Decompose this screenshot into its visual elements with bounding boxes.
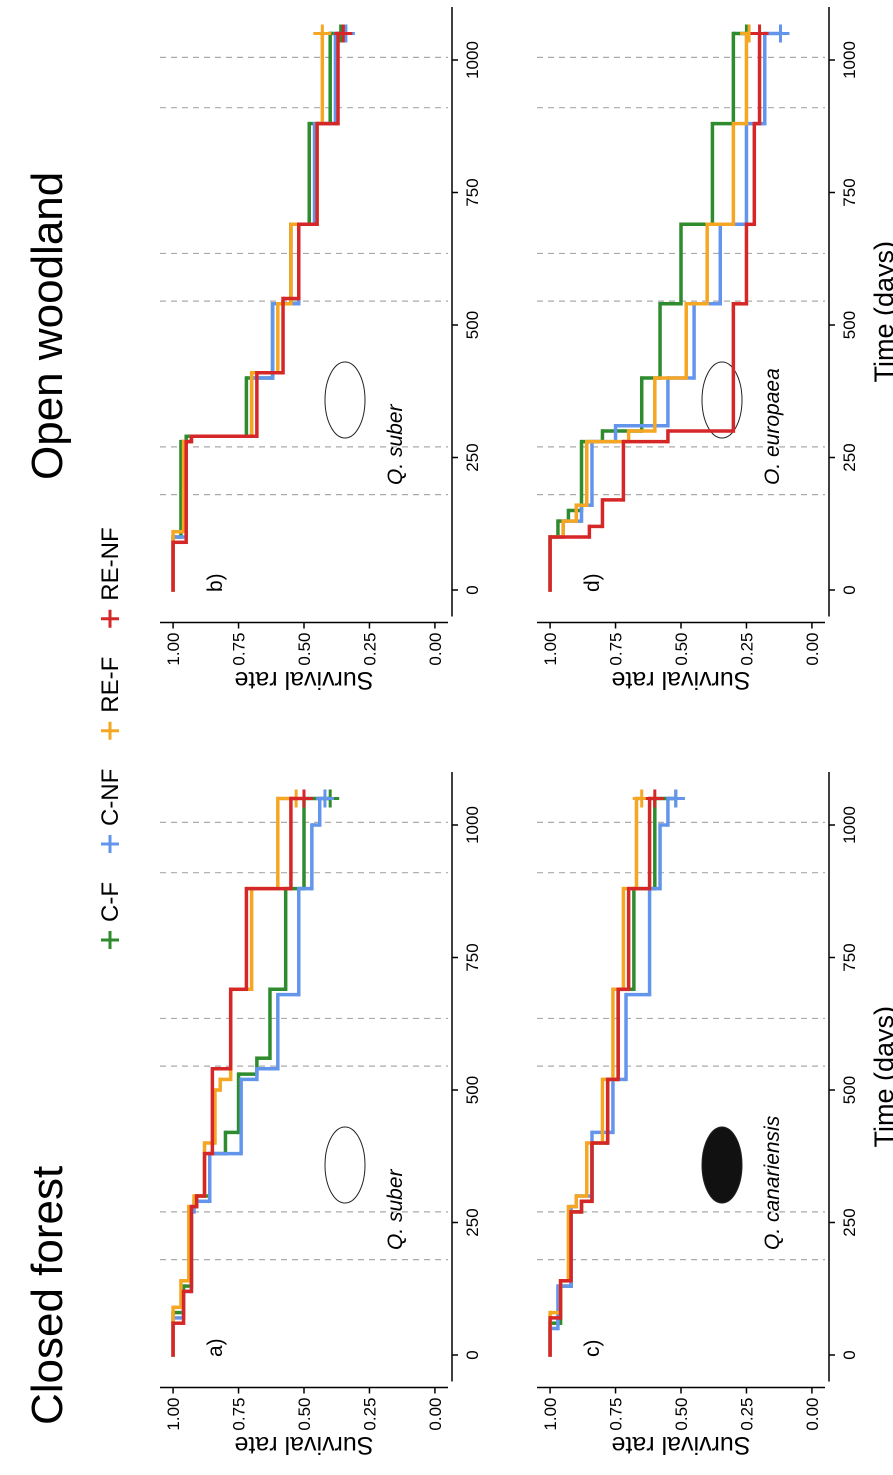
x-tick-label: 500 [840,311,859,339]
x-tick-label: 1000 [840,806,859,844]
y-tick-label: 0.50 [295,1398,314,1431]
x-tick-label: 1000 [463,41,482,79]
x-tick-label: 750 [840,943,859,971]
species-icon [324,1126,366,1204]
panel-label: d) [581,573,604,592]
x-axis-label: Time (days) [869,241,893,383]
x-tick-label: 0 [463,585,482,594]
y-tick-label: 1.00 [164,1398,183,1431]
x-tick-label: 250 [463,443,482,471]
x-axis-label: Time (days) [869,1006,893,1148]
y-axis-label: Survival rate [235,1431,374,1459]
x-tick-label: 500 [463,311,482,339]
y-tick-label: 1.00 [541,1398,560,1431]
legend-marker [101,609,119,628]
y-tick-label: 0.00 [803,633,822,666]
legend-marker [101,721,119,740]
x-tick-label: 500 [840,1076,859,1104]
censor-mark [666,789,685,808]
y-axis-label: Survival rate [612,666,751,694]
legend-label: C-NF [97,769,124,826]
panel-label: a) [204,1338,227,1357]
y-tick-label: 0.75 [607,1398,626,1431]
y-tick-label: 0.00 [426,633,445,666]
x-tick-label: 500 [463,1076,482,1104]
censor-mark [771,24,790,43]
x-tick-label: 0 [463,1350,482,1359]
column-title: Open woodland [23,172,72,480]
x-tick-label: 750 [463,943,482,971]
species-icon [324,361,366,439]
y-tick-label: 0.75 [230,1398,249,1431]
censor-mark [750,24,769,43]
y-tick-label: 0.50 [295,633,314,666]
species-label: Q. suber [384,403,407,485]
censor-mark [313,24,332,43]
censor-mark [645,789,664,808]
x-tick-label: 750 [463,178,482,206]
x-tick-label: 250 [463,1208,482,1236]
x-tick-label: 0 [840,585,859,594]
y-tick-label: 0.25 [360,633,379,666]
x-tick-label: 0 [840,1350,859,1359]
y-axis-label: Survival rate [612,1431,751,1459]
panel-label: b) [204,573,227,592]
y-tick-label: 0.00 [426,1398,445,1431]
y-tick-label: 0.50 [672,633,691,666]
x-tick-label: 250 [840,443,859,471]
legend-label: RE-NF [97,527,124,600]
y-tick-label: 1.00 [541,633,560,666]
legend-label: C-F [97,882,124,922]
legend-marker [101,835,119,854]
x-tick-label: 1000 [463,806,482,844]
legend-marker [101,931,119,949]
y-tick-label: 0.75 [607,633,626,666]
censor-mark [295,789,313,808]
column-title: Closed forest [23,1166,72,1425]
y-tick-label: 0.25 [360,1398,379,1431]
y-tick-label: 0.00 [803,1398,822,1431]
y-tick-label: 1.00 [164,633,183,666]
rotated-frame: Closed forest Open woodland C-F C-NF RE-F RE-… [23,7,893,1459]
y-tick-label: 0.25 [737,633,756,666]
species-label: Q. canariensis [761,1115,784,1250]
legend-label: RE-F [97,657,124,713]
y-tick-label: 0.25 [737,1398,756,1431]
species-label: Q. suber [384,1168,407,1250]
species-icon [701,361,743,439]
censor-mark [334,24,353,43]
censor-mark [315,789,334,808]
species-label: O. europaea [761,368,784,485]
x-tick-label: 750 [840,178,859,206]
y-tick-label: 0.75 [230,633,249,666]
x-tick-label: 250 [840,1208,859,1236]
x-tick-label: 1000 [840,41,859,79]
y-axis-label: Survival rate [235,666,374,694]
species-icon [701,1126,743,1204]
y-tick-label: 0.50 [672,1398,691,1431]
panel-label: c) [581,1340,604,1358]
